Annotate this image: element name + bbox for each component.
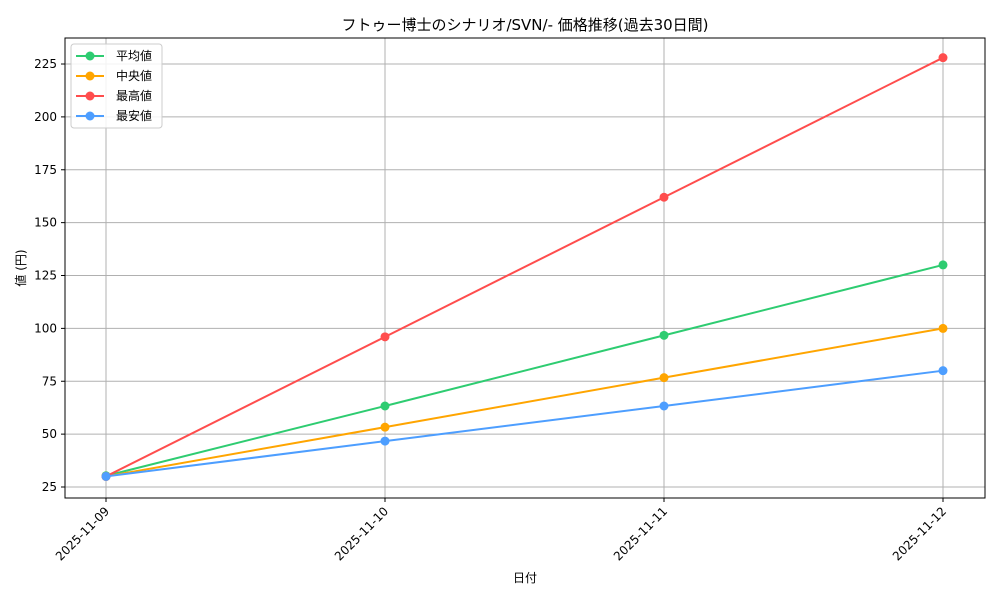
series-0 [101, 260, 948, 481]
data-point [938, 366, 948, 376]
y-tick-label: 150 [34, 216, 57, 230]
legend-box [70, 43, 163, 129]
data-point [659, 330, 669, 340]
series-line [105, 56, 944, 478]
series-line [105, 327, 944, 478]
x-tick-label: 2025-11-10 [332, 504, 391, 563]
data-point [380, 401, 390, 411]
y-tick-label: 25 [42, 480, 57, 494]
y-tick-label: 175 [34, 163, 57, 177]
y-tick-label: 225 [34, 57, 57, 71]
x-tick-label: 2025-11-11 [611, 504, 670, 563]
series-line [105, 369, 944, 478]
data-point [380, 332, 390, 342]
x-tick-label: 2025-11-09 [53, 504, 112, 563]
y-tick-label: 100 [34, 321, 57, 335]
data-point [380, 436, 390, 446]
y-tick-label: 50 [42, 427, 57, 441]
y-axis-label: 値 (円) [13, 249, 28, 286]
data-point [380, 422, 390, 432]
y-tick-label: 125 [34, 269, 57, 283]
data-point [938, 53, 948, 63]
grid [65, 38, 985, 498]
series-3 [101, 366, 948, 481]
data-point [659, 192, 669, 202]
data-point [101, 471, 111, 481]
series-group [101, 53, 948, 481]
data-point [938, 323, 948, 333]
legend-marker [85, 71, 95, 81]
legend-marker [85, 51, 95, 61]
series-line [105, 263, 944, 477]
legend-marker [85, 111, 95, 121]
legend-label: 最高値 [116, 88, 152, 103]
y-tick-label: 75 [42, 374, 57, 388]
legend-marker [85, 91, 95, 101]
legend-label: 最安値 [116, 108, 152, 123]
y-tick-label: 200 [34, 110, 57, 124]
legend-label: 平均値 [116, 48, 152, 63]
chart-title: フトゥー博士のシナリオ/SVN/- 価格推移(過去30日間) [341, 16, 708, 34]
data-point [659, 373, 669, 383]
data-point [938, 260, 948, 270]
x-tick-label: 2025-11-12 [890, 504, 949, 563]
data-point [659, 401, 669, 411]
x-axis-label: 日付 [513, 571, 537, 585]
plot-frame [64, 37, 986, 499]
series-1 [101, 323, 948, 481]
legend-label: 中央値 [116, 68, 152, 83]
